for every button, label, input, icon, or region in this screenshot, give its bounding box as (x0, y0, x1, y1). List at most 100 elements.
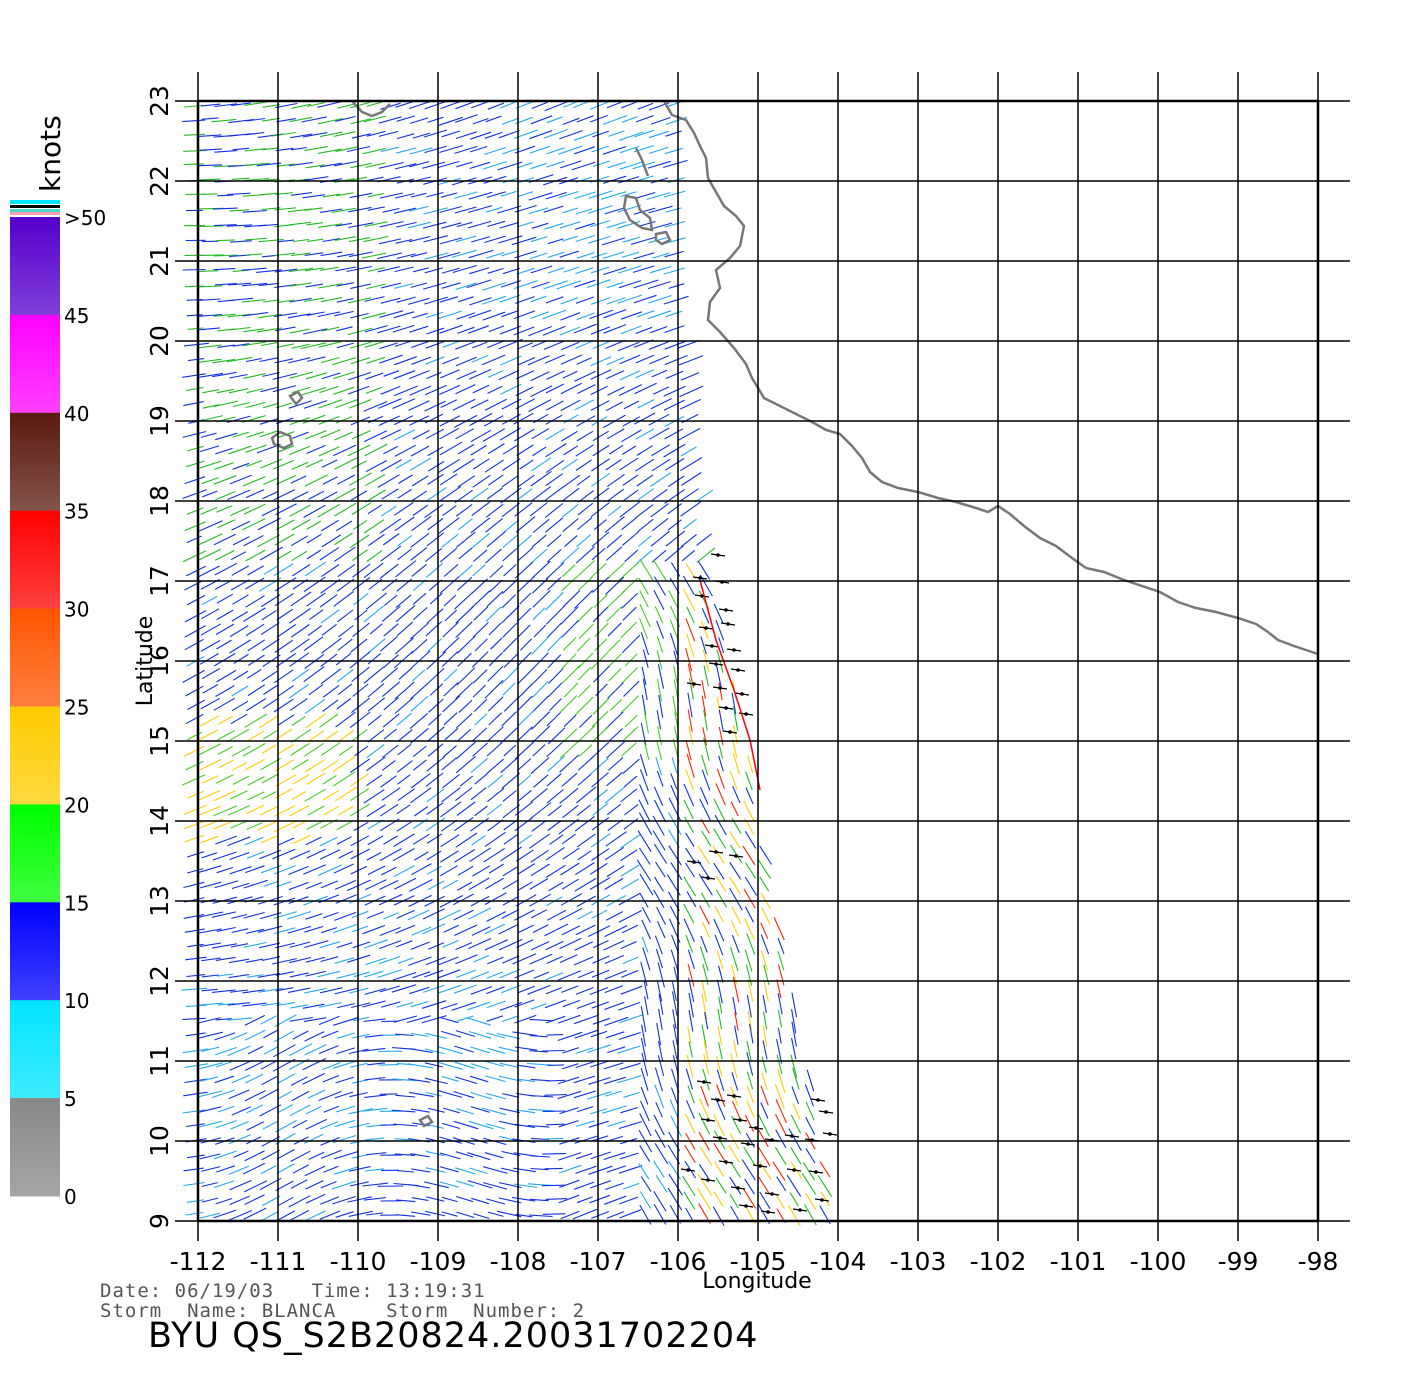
wind-vector (349, 1181, 369, 1187)
wind-vector (487, 385, 503, 394)
wind-vector (305, 1106, 322, 1115)
wind-vector (393, 207, 416, 214)
wind-vector (184, 1078, 208, 1084)
wind-vector (439, 1181, 459, 1188)
wind-vector (364, 1094, 387, 1098)
wind-vector (498, 923, 519, 935)
wind-vector (423, 129, 448, 138)
wind-vector (442, 637, 460, 654)
wind-vector (622, 116, 638, 123)
wind-vector (703, 709, 708, 731)
wind-vector (528, 1108, 555, 1112)
legend-label: 35 (64, 500, 89, 524)
wind-vector (457, 652, 472, 667)
wind-vector (276, 685, 295, 698)
wind-vector (456, 712, 473, 729)
rain-flag-dot (718, 686, 722, 690)
wind-vector (215, 774, 234, 784)
wind-vector (745, 771, 753, 791)
wind-vector (364, 1137, 385, 1141)
wind-vector (276, 550, 292, 561)
wind-vector (229, 506, 250, 517)
socorro-island (270, 430, 294, 450)
wind-vector (348, 1122, 370, 1129)
wind-vector (624, 653, 638, 667)
wind-vector (502, 866, 518, 877)
wind-vector (604, 516, 625, 533)
wind-vector (288, 608, 311, 624)
wind-vector (379, 221, 404, 228)
wind-vector (775, 1114, 787, 1136)
wind-vector (198, 344, 222, 349)
wind-vector (731, 1100, 741, 1120)
wind-vector (639, 784, 649, 805)
wind-vector (425, 547, 443, 562)
wind-vector (623, 680, 640, 697)
wind-vector (290, 1004, 309, 1009)
wind-vector (185, 1032, 206, 1037)
wind-vector (442, 773, 460, 789)
wind-vector (529, 1035, 548, 1038)
wind-vector (198, 1106, 222, 1113)
wind-vector (557, 1090, 582, 1100)
wind-vector (214, 254, 238, 257)
wind-vector (426, 850, 442, 861)
wind-vector (485, 115, 502, 123)
wind-vector (379, 848, 402, 861)
wind-vector (563, 445, 579, 456)
wind-vector (640, 1176, 652, 1192)
wind-vector (573, 1014, 598, 1025)
wind-vector (437, 909, 461, 922)
wind-vector (488, 443, 505, 455)
wind-vector (287, 987, 311, 993)
wind-vector (498, 369, 520, 381)
wind-vector (502, 267, 521, 275)
wind-vector (394, 415, 414, 426)
wind-vector (244, 1150, 265, 1162)
wind-vector (291, 103, 312, 109)
wind-vector (442, 939, 459, 948)
wind-vector (687, 1026, 692, 1044)
wind-vector (377, 325, 401, 334)
wind-vector (333, 1166, 359, 1175)
wind-vector (322, 775, 337, 785)
wind-vector (560, 354, 583, 365)
wind-vector (290, 591, 312, 607)
wind-vector (213, 268, 236, 271)
wind-vector (529, 502, 548, 517)
wind-vector (363, 430, 388, 443)
wind-vector (606, 356, 625, 366)
wind-vector (273, 459, 295, 470)
wind-vector (518, 758, 532, 771)
wind-vector (318, 283, 343, 289)
wind-vector (606, 771, 623, 787)
wind-vector (718, 1042, 723, 1060)
x-tick-label: -108 (490, 1247, 547, 1276)
wind-vector (334, 160, 358, 167)
wind-vector (319, 836, 338, 847)
wind-vector (607, 1120, 626, 1127)
wind-vector (437, 969, 461, 979)
wind-vector (227, 489, 251, 501)
wind-vector (516, 267, 535, 275)
wind-vector (469, 297, 492, 306)
wind-vector (353, 821, 369, 832)
wind-vector (656, 980, 663, 1002)
plot-frame (196, 99, 1320, 1223)
wind-vector (590, 1151, 611, 1160)
wind-vector (291, 461, 309, 471)
wind-vector (469, 145, 488, 153)
wind-vector (656, 920, 666, 939)
wind-vector (426, 1196, 445, 1202)
wind-vector (321, 491, 338, 501)
wind-vector (186, 314, 203, 317)
wind-vector (641, 936, 649, 953)
wind-vector (544, 354, 565, 364)
wind-vector (304, 940, 329, 949)
wind-vector (512, 1196, 536, 1202)
y-tick-label: 11 (145, 1045, 174, 1077)
wind-vector (519, 592, 532, 605)
wind-vector (572, 1208, 598, 1220)
wind-vector (560, 546, 580, 565)
